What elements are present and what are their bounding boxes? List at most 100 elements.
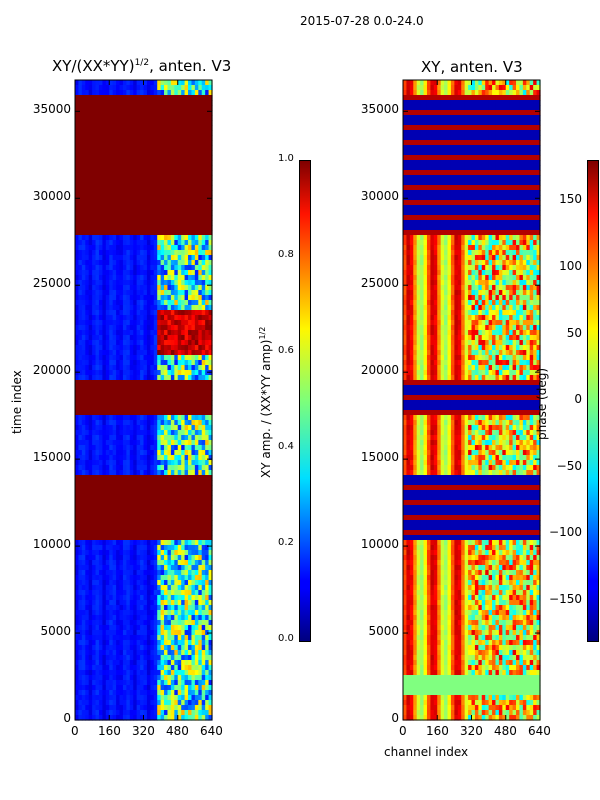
amp-heatmap-cell bbox=[184, 270, 189, 276]
amp-heatmap-cell bbox=[167, 545, 172, 551]
amp-heatmap-cell bbox=[109, 305, 114, 311]
amp-heatmap-cell bbox=[174, 345, 179, 351]
amp-heatmap-cell bbox=[150, 370, 155, 376]
amp-heatmap-cell bbox=[167, 565, 172, 571]
amp-heatmap-cell bbox=[205, 520, 210, 526]
amp-heatmap-cell bbox=[102, 115, 107, 121]
amp-heatmap-cell bbox=[136, 400, 141, 406]
amp-heatmap-cell bbox=[177, 545, 182, 551]
amp-heatmap-cell bbox=[146, 490, 151, 496]
amp-heatmap-cell bbox=[126, 310, 131, 316]
amp-heatmap-cell bbox=[164, 370, 169, 376]
amp-heatmap-cell bbox=[105, 515, 110, 521]
amp-heatmap-cell bbox=[105, 560, 110, 566]
amp-heatmap-cell bbox=[181, 280, 186, 286]
amp-heatmap-cell bbox=[81, 685, 86, 691]
amp-heatmap-cell bbox=[201, 425, 206, 431]
amp-heatmap-cell bbox=[112, 580, 117, 586]
amp-heatmap-cell bbox=[85, 670, 90, 676]
amp-heatmap-cell bbox=[153, 565, 158, 571]
amp-heatmap-cell bbox=[116, 200, 121, 206]
amp-heatmap-cell bbox=[181, 205, 186, 211]
amp-heatmap-cell bbox=[112, 180, 117, 186]
amp-heatmap-cell bbox=[81, 315, 86, 321]
amp-heatmap-cell bbox=[95, 155, 100, 161]
amp-heatmap-cell bbox=[75, 170, 80, 176]
amp-heatmap-cell bbox=[105, 565, 110, 571]
amp-heatmap-cell bbox=[75, 235, 80, 241]
amp-heatmap-cell bbox=[201, 380, 206, 386]
amp-heatmap-cell bbox=[174, 185, 179, 191]
amp-heatmap-cell bbox=[170, 515, 175, 521]
amp-heatmap-cell bbox=[136, 340, 141, 346]
amp-heatmap-cell bbox=[177, 575, 182, 581]
amp-heatmap-cell bbox=[122, 320, 127, 326]
amp-heatmap-cell bbox=[119, 310, 124, 316]
amp-heatmap-cell bbox=[177, 175, 182, 181]
amp-heatmap-cell bbox=[160, 205, 165, 211]
amp-heatmap-cell bbox=[95, 265, 100, 271]
amp-heatmap-cell bbox=[92, 130, 97, 136]
amp-heatmap-cell bbox=[140, 390, 145, 396]
amp-heatmap-cell bbox=[146, 460, 151, 466]
amp-heatmap-cell bbox=[150, 470, 155, 476]
amp-heatmap-cell bbox=[150, 510, 155, 516]
amp-heatmap-cell bbox=[164, 115, 169, 121]
amp-heatmap-cell bbox=[167, 405, 172, 411]
amp-heatmap-cell bbox=[146, 375, 151, 381]
amp-heatmap-cell bbox=[201, 115, 206, 121]
amp-heatmap-cell bbox=[133, 590, 138, 596]
amp-heatmap-cell bbox=[198, 140, 203, 146]
amp-heatmap-cell bbox=[140, 665, 145, 671]
amp-heatmap-cell bbox=[146, 235, 151, 241]
amp-heatmap-cell bbox=[95, 195, 100, 201]
amp-heatmap-cell bbox=[112, 500, 117, 506]
amp-heatmap-cell bbox=[184, 510, 189, 516]
amp-heatmap-cell bbox=[136, 285, 141, 291]
amp-heatmap-cell bbox=[208, 610, 213, 616]
amp-heatmap-cell bbox=[140, 590, 145, 596]
amp-heatmap-cell bbox=[78, 180, 83, 186]
amp-heatmap-cell bbox=[150, 225, 155, 231]
amp-heatmap-cell bbox=[177, 395, 182, 401]
amp-heatmap-cell bbox=[184, 455, 189, 461]
amp-heatmap-cell bbox=[81, 550, 86, 556]
amp-heatmap-cell bbox=[75, 570, 80, 576]
amp-heatmap-cell bbox=[126, 595, 131, 601]
amp-heatmap-cell bbox=[133, 615, 138, 621]
amp-heatmap-cell bbox=[140, 455, 145, 461]
amp-heatmap-cell bbox=[95, 245, 100, 251]
amp-heatmap-cell bbox=[201, 440, 206, 446]
amp-heatmap-cell bbox=[112, 140, 117, 146]
amp-heatmap-cell bbox=[109, 665, 114, 671]
amp-heatmap-cell bbox=[167, 415, 172, 421]
amp-heatmap-cell bbox=[164, 530, 169, 536]
amp-heatmap-cell bbox=[160, 470, 165, 476]
amp-heatmap-cell bbox=[85, 355, 90, 361]
amp-heatmap-cell bbox=[191, 85, 196, 91]
amp-heatmap-cell bbox=[170, 505, 175, 511]
amp-heatmap-cell bbox=[78, 615, 83, 621]
amp-heatmap-cell bbox=[102, 345, 107, 351]
amp-heatmap-cell bbox=[208, 495, 213, 501]
amp-heatmap-cell bbox=[109, 595, 114, 601]
amp-heatmap-cell bbox=[188, 180, 193, 186]
amp-heatmap-cell bbox=[85, 495, 90, 501]
amp-heatmap-cell bbox=[81, 195, 86, 201]
amp-heatmap-cell bbox=[112, 525, 117, 531]
amp-heatmap-cell bbox=[105, 540, 110, 546]
amp-heatmap-cell bbox=[157, 415, 162, 421]
amp-heatmap-cell bbox=[205, 115, 210, 121]
amp-heatmap-cell bbox=[136, 700, 141, 706]
amp-heatmap-cell bbox=[188, 220, 193, 226]
amp-heatmap-cell bbox=[122, 445, 127, 451]
amp-heatmap-cell bbox=[92, 410, 97, 416]
amp-heatmap-cell bbox=[92, 535, 97, 541]
amp-heatmap-cell bbox=[122, 475, 127, 481]
amp-heatmap-cell bbox=[177, 440, 182, 446]
amp-heatmap-cell bbox=[201, 585, 206, 591]
amp-heatmap-cell bbox=[75, 530, 80, 536]
amp-heatmap-cell bbox=[177, 245, 182, 251]
amp-heatmap-cell bbox=[157, 245, 162, 251]
amp-heatmap-cell bbox=[129, 380, 134, 386]
